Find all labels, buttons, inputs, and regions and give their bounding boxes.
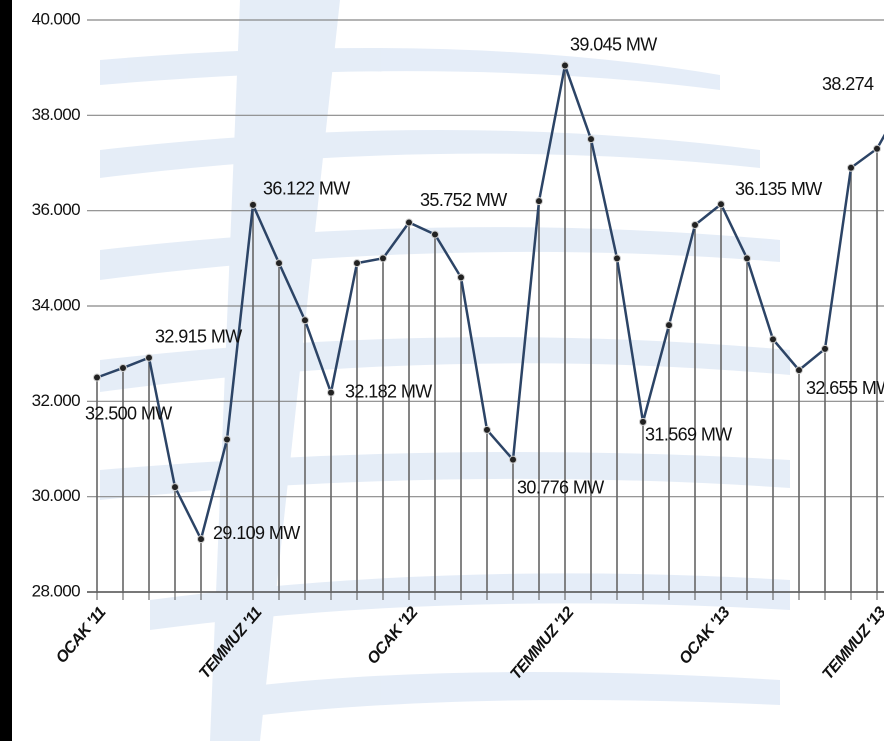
point: [613, 254, 621, 263]
point: [119, 363, 127, 372]
value-label: 36.135 MW: [735, 179, 822, 199]
plot: [93, 60, 884, 592]
y-tick-label: 30.000: [32, 486, 81, 505]
point: [561, 61, 569, 70]
point: [873, 144, 881, 153]
point: [93, 373, 101, 382]
point: [379, 254, 387, 263]
point: [353, 259, 361, 268]
point: [821, 344, 829, 353]
y-tick-label: 40.000: [32, 9, 81, 28]
value-label: 39.045 MW: [570, 34, 657, 54]
value-label: 30.776 MW: [517, 477, 604, 497]
point: [717, 200, 725, 209]
point: [587, 135, 595, 144]
series-line: [96, 60, 884, 543]
point: [405, 218, 413, 227]
y-tick-label: 36.000: [32, 200, 81, 219]
point: [535, 197, 543, 206]
point: [483, 425, 491, 434]
point: [847, 163, 855, 172]
value-label: 36.122 MW: [263, 179, 350, 199]
y-tick-label: 38.000: [32, 105, 81, 124]
value-label: 32.655 MW: [806, 378, 884, 398]
point: [171, 483, 179, 492]
point: [431, 230, 439, 239]
point: [457, 273, 465, 282]
point: [197, 535, 205, 544]
point: [249, 200, 257, 209]
value-label: 35.752 MW: [420, 190, 507, 210]
point: [275, 259, 283, 268]
point: [223, 435, 231, 444]
point: [769, 335, 777, 344]
point: [665, 321, 673, 330]
point: [301, 316, 309, 325]
value-label: 38.274: [822, 74, 874, 94]
value-label: 32.915 MW: [155, 326, 242, 346]
point: [327, 388, 335, 397]
point: [509, 455, 517, 464]
point: [691, 220, 699, 229]
y-tick-label: 34.000: [32, 295, 81, 314]
point: [639, 417, 647, 426]
value-label: 29.109 MW: [213, 523, 300, 543]
point: [743, 254, 751, 263]
value-label: 32.500 MW: [85, 403, 172, 423]
left-border: [0, 0, 12, 741]
value-label: 32.182 MW: [345, 381, 432, 401]
value-label: 31.569 MW: [645, 425, 732, 445]
point: [795, 366, 803, 375]
y-tick-label: 28.000: [32, 581, 81, 600]
y-tick-label: 32.000: [32, 391, 81, 410]
point: [145, 353, 153, 362]
